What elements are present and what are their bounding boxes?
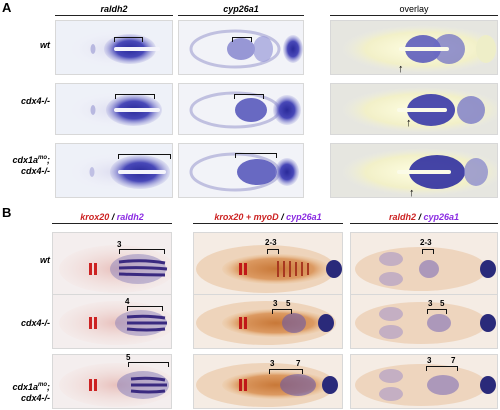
- col-line-b2: [193, 223, 343, 224]
- bracket-a-r3-raldh2: [118, 154, 171, 159]
- bracket-a-r2-cyp26a1: [234, 94, 264, 99]
- label-b-r2-c3b: 5: [440, 299, 445, 308]
- image-b-r1-c2: [193, 232, 343, 297]
- arrow-a-r3: ↑: [409, 187, 415, 199]
- row-label-a-cdx4: cdx4-/-: [20, 96, 50, 106]
- bracket-b-r2-c1: [127, 306, 163, 311]
- label-b-r3-c2b: 7: [296, 359, 301, 368]
- label-b-r3-c2a: 3: [270, 359, 275, 368]
- bracket-b-r3-c1: [128, 362, 169, 367]
- image-a-r3-raldh2: [55, 143, 173, 198]
- label-b-r3-c3b: 7: [451, 356, 456, 365]
- row-label-b-cdx4: cdx4-/-: [20, 318, 50, 328]
- row-label-b-wt: wt: [40, 255, 50, 265]
- bracket-b-r2-c2: [272, 309, 292, 314]
- image-a-r2-raldh2: [55, 83, 173, 135]
- col-head-overlay: overlay: [399, 4, 429, 14]
- image-b-r1-c3: [350, 232, 498, 297]
- label-b-r3-c3a: 3: [427, 356, 432, 365]
- label-b-r1-c1: 3: [117, 240, 122, 249]
- row-label-a-wt: wt: [40, 40, 50, 50]
- col-head-b1: krox20 / raldh2: [80, 212, 144, 222]
- row-label-a-double: cdx1amo; cdx4-/-: [12, 155, 50, 176]
- panel-letter-b: B: [2, 205, 12, 220]
- bracket-b-r1-c1: [119, 249, 165, 254]
- panel-letter-a: A: [2, 0, 12, 15]
- col-head-raldh2: raldh2: [100, 4, 128, 14]
- bracket-a-r2-raldh2: [115, 94, 155, 99]
- bracket-b-r1-c3: [422, 249, 434, 254]
- label-b-r1-c3: 2-3: [420, 238, 432, 247]
- bracket-b-r2-c3: [427, 309, 447, 314]
- row-label-b-double: cdx1amo; cdx4-/-: [12, 382, 50, 403]
- image-b-r2-c1: [52, 294, 172, 349]
- bracket-b-r1-c2: [267, 249, 279, 254]
- arrow-a-r1: ↑: [398, 63, 404, 75]
- label-b-r1-c2: 2-3: [265, 238, 277, 247]
- image-a-r3-cyp26a1: [178, 143, 304, 198]
- arrow-a-r2: ↑: [406, 117, 412, 129]
- image-a-r2-overlay: [330, 83, 498, 135]
- col-line-a1: [55, 15, 173, 16]
- col-line-a3: [330, 15, 498, 16]
- image-b-r3-c3: [350, 354, 498, 409]
- image-b-r1-c1: [52, 232, 172, 297]
- bracket-a-r1-raldh2: [114, 37, 143, 42]
- image-a-r3-overlay: [330, 143, 498, 198]
- label-b-r2-c2b: 5: [286, 299, 291, 308]
- bracket-b-r3-c2: [269, 369, 303, 374]
- image-a-r2-cyp26a1: [178, 83, 304, 135]
- col-head-b3: raldh2 / cyp26a1: [388, 212, 460, 222]
- image-a-r1-cyp26a1: [178, 20, 304, 75]
- image-a-r1-raldh2: [55, 20, 173, 75]
- bracket-a-r3-cyp26a1: [235, 153, 277, 158]
- label-b-r2-c1: 4: [125, 297, 130, 306]
- col-head-b2: krox20 + myoD / cyp26a1: [214, 212, 322, 222]
- col-line-a2: [178, 15, 304, 16]
- image-a-r1-overlay: [330, 20, 498, 75]
- col-line-b1: [52, 223, 172, 224]
- col-head-cyp26a1: cyp26a1: [223, 4, 259, 14]
- bracket-a-r1-cyp26a1: [232, 37, 252, 42]
- bracket-b-r3-c3: [426, 366, 458, 371]
- image-b-r2-c3: [350, 294, 498, 349]
- image-b-r2-c2: [193, 294, 343, 349]
- image-b-r3-c2: [193, 354, 343, 409]
- label-b-r2-c3a: 3: [428, 299, 433, 308]
- col-line-b3: [350, 223, 498, 224]
- image-b-r3-c1: [52, 354, 172, 409]
- label-b-r2-c2a: 3: [273, 299, 278, 308]
- label-b-r3-c1: 5: [126, 353, 131, 362]
